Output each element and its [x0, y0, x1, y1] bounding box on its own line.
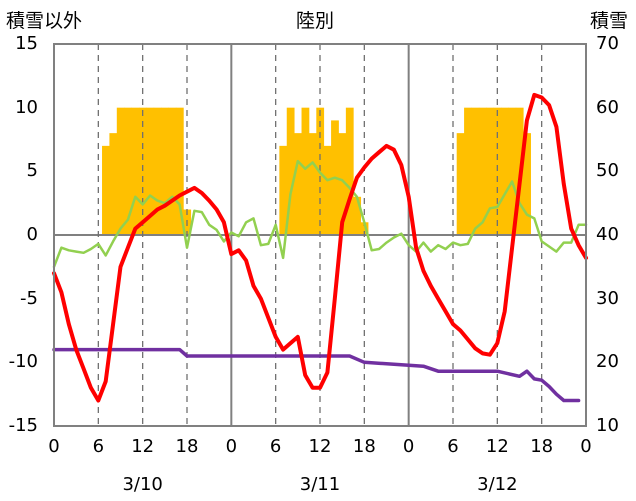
chart-title: 陸別	[296, 10, 335, 32]
right-tick-label: 40	[596, 224, 619, 245]
snow-bar	[323, 145, 332, 235]
left-tick-label: 5	[26, 160, 38, 182]
left-tick-label: -10	[8, 351, 38, 373]
snow-bar	[501, 107, 509, 235]
series-line-purple	[52, 347, 581, 403]
snow-bar	[301, 107, 310, 235]
snow-bar	[478, 107, 487, 235]
snow-bar	[279, 145, 288, 235]
snow-bar	[294, 133, 302, 235]
snow-bar	[109, 133, 118, 235]
snow-bar	[131, 107, 140, 235]
date-label: 3/12	[477, 474, 518, 495]
gridlines	[54, 44, 586, 426]
snow-bar	[161, 107, 169, 235]
right-tick-label: 50	[596, 160, 619, 182]
left-tick-label: 15	[15, 33, 38, 54]
right-axis-title: 積雪	[590, 10, 629, 32]
series-line-green	[52, 159, 588, 269]
left-tick-label: 10	[15, 96, 38, 118]
series-lines	[52, 92, 588, 403]
right-tick-label: 10	[596, 415, 619, 436]
snow-bar	[456, 133, 465, 235]
snow-bar	[508, 107, 517, 235]
x-tick-label: 12	[485, 436, 509, 457]
snow-bar	[116, 107, 125, 235]
snow-bar	[138, 107, 147, 235]
x-tick-label: 18	[175, 436, 199, 457]
left-tick-label: -15	[8, 415, 38, 436]
snow-bar	[146, 107, 155, 235]
x-tick-label: 0	[580, 436, 592, 457]
x-tick-label: 18	[530, 436, 554, 457]
snow-bar	[523, 133, 531, 235]
right-tick-label: 20	[596, 351, 619, 373]
left-tick-label: 0	[26, 224, 38, 245]
x-tick-label: 0	[48, 436, 60, 457]
snow-bar	[124, 107, 132, 235]
snow-bar	[338, 133, 347, 235]
snow-bar	[286, 107, 295, 235]
x-tick-label: 0	[225, 436, 238, 457]
right-tick-label: 70	[596, 33, 619, 54]
right-tick-label: 60	[596, 96, 619, 118]
series-line-red	[52, 92, 588, 403]
snow-bar	[345, 107, 354, 235]
plot-frame	[53, 43, 587, 427]
x-tick-label: 12	[308, 436, 332, 457]
x-tick-label: 6	[92, 436, 105, 457]
right-tick-label: 30	[596, 287, 619, 309]
date-label: 3/11	[299, 474, 341, 495]
left-tick-label: -5	[20, 287, 38, 309]
snow-bar	[471, 107, 480, 235]
x-tick-label: 12	[131, 436, 155, 457]
snow-bar	[153, 107, 162, 235]
snow-bars	[102, 107, 531, 235]
x-tick-label: 0	[402, 436, 415, 457]
snow-bar	[308, 133, 317, 235]
date-label: 3/10	[122, 474, 163, 495]
snow-bar	[486, 107, 495, 235]
snow-bar	[493, 107, 502, 235]
x-tick-label: 6	[447, 436, 459, 457]
snow-bar	[102, 145, 110, 235]
left-axis-title: 積雪以外	[6, 10, 83, 32]
snow-bar	[353, 196, 362, 235]
snow-bar	[464, 107, 472, 235]
snow-bar	[360, 222, 369, 235]
x-tick-label: 6	[269, 436, 282, 457]
x-tick-label: 18	[352, 436, 376, 457]
snow-bar	[175, 107, 184, 235]
snow-bar	[168, 107, 177, 235]
